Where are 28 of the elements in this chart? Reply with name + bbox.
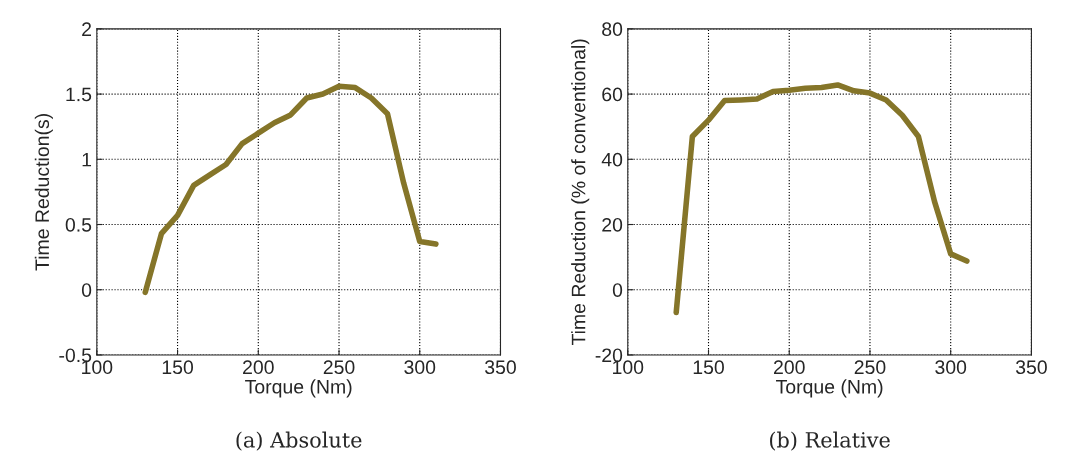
x-axis-title: Torque (Nm) (245, 379, 352, 398)
x-tick-label: 250 (323, 360, 355, 375)
y-tick-label: 1.5 (66, 87, 92, 102)
text: (a) Absolute (236, 431, 362, 451)
y-tick-label: 1 (82, 152, 92, 167)
x-tick-label: 250 (854, 360, 886, 375)
x-tick-label: 300 (935, 360, 967, 375)
x-tick-label: 350 (1015, 360, 1047, 375)
y-axis-title: Time Reduction (% of conventional) (571, 39, 590, 346)
x-tick-label: 100 (613, 360, 644, 375)
x-tick-label: 150 (162, 360, 194, 375)
x-tick-label: 200 (243, 360, 274, 375)
x-axis-title: Torque (Nm) (776, 379, 883, 398)
y-tick-label: 40 (601, 152, 623, 167)
y-tick-label: 0 (81, 283, 92, 297)
x-tick-label: 350 (485, 360, 516, 375)
x-tick-label: 200 (773, 360, 805, 375)
y-axis-title: Time Reduction(s) (34, 114, 53, 271)
y-tick-label: 0 (612, 283, 623, 297)
y-tick-label: 60 (602, 87, 623, 102)
y-tick-label: 2 (82, 22, 91, 36)
y-tick-label: 20 (602, 217, 623, 232)
x-tick-label: 150 (693, 360, 724, 375)
y-tick-label: 0.5 (65, 217, 92, 232)
x-tick-label: 300 (404, 360, 436, 375)
text: (b) Relative (770, 431, 890, 451)
y-tick-label: 80 (602, 22, 623, 37)
y-tick-label: -20 (595, 348, 623, 363)
